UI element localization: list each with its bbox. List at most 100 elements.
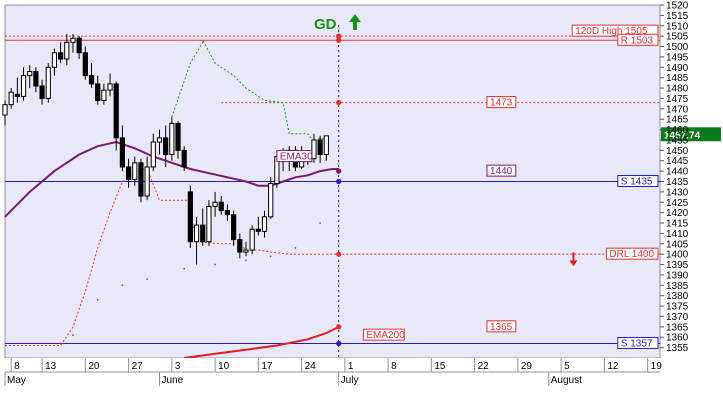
candle-down xyxy=(255,228,261,232)
candle-up xyxy=(8,91,14,106)
candle-down xyxy=(88,75,95,85)
gray-dot xyxy=(183,267,186,270)
y-tick-label: 1475 xyxy=(666,94,689,105)
gray-dot xyxy=(294,247,297,249)
candle-up xyxy=(249,228,255,251)
level-label-text: 1473 xyxy=(490,98,513,109)
y-tick-label: 1405 xyxy=(666,239,689,250)
y-tick-label: 1385 xyxy=(666,281,689,292)
y-tick-label: 1505 xyxy=(666,32,689,43)
signal-text: GD xyxy=(314,16,337,33)
x-tick-label: 8 xyxy=(391,361,397,372)
y-tick-label: 1455 xyxy=(666,135,689,146)
month-label: July xyxy=(341,375,359,386)
y-tick-label: 1460 xyxy=(666,125,689,136)
x-tick-label: 5 xyxy=(564,361,570,372)
candle-up xyxy=(64,41,70,60)
candle-up xyxy=(144,166,150,197)
level-marker-dot xyxy=(336,168,342,174)
red-trail-line xyxy=(5,168,327,346)
candle-up xyxy=(156,137,163,143)
y-tick-label: 1395 xyxy=(666,260,689,271)
candle-up xyxy=(132,162,138,180)
candle-up xyxy=(20,75,27,97)
level-marker-dot xyxy=(336,99,342,106)
candle-down xyxy=(218,201,224,212)
candle-down xyxy=(187,191,193,243)
candle-down xyxy=(175,122,181,151)
x-tick-label: 17 xyxy=(261,361,273,372)
last-price-text: 1457.74 xyxy=(664,130,701,141)
signal-up-arrow-icon xyxy=(349,14,361,30)
level-label-box xyxy=(617,33,659,46)
level-marker-dot xyxy=(336,340,342,347)
candle-up xyxy=(261,216,268,232)
y-tick-label: 1425 xyxy=(666,198,689,209)
candle-up xyxy=(169,122,175,156)
month-label: August xyxy=(551,375,582,386)
ema30-line xyxy=(4,140,339,218)
candle-up xyxy=(150,141,156,168)
y-tick-label: 1490 xyxy=(666,63,689,74)
candle-down xyxy=(14,93,20,97)
candle-up xyxy=(2,104,8,116)
candle-down xyxy=(39,85,45,99)
level-label-text: R 1503 xyxy=(621,35,654,46)
ema200-line xyxy=(184,326,340,359)
y-tick-label: 1360 xyxy=(666,333,689,344)
level-label-box xyxy=(486,320,517,333)
level-label-text: S 1357 xyxy=(621,338,653,349)
y-tick-label: 1390 xyxy=(666,270,689,281)
y-tick-label: 1470 xyxy=(666,104,689,115)
candle-down xyxy=(119,137,126,168)
ema-label-text: EMA200 xyxy=(366,330,405,341)
candle-up xyxy=(193,224,200,243)
level-marker-dot xyxy=(336,33,342,39)
y-tick-label: 1415 xyxy=(666,219,689,230)
level-marker-dot xyxy=(336,37,342,43)
y-tick-label: 1480 xyxy=(666,84,689,95)
ema-lines xyxy=(4,140,340,359)
level-label-text: S 1435 xyxy=(621,177,653,188)
candle-down xyxy=(76,37,82,54)
candle-down xyxy=(237,239,243,253)
y-tick-label: 1430 xyxy=(666,187,689,198)
gray-dot xyxy=(269,255,272,258)
y-tick-label: 1410 xyxy=(666,229,689,240)
gray-dot xyxy=(146,278,149,280)
y-tick-label: 1440 xyxy=(666,167,689,178)
x-axis: 8 13 20 27 3 10 17 24 1 8 15 22 29 5 12 19 May June July Au… xyxy=(4,358,662,388)
candle-up xyxy=(51,52,58,68)
y-tick-label: 1435 xyxy=(666,177,689,188)
level-label-box xyxy=(617,175,659,187)
candle-down xyxy=(113,83,119,139)
x-tick-label: 24 xyxy=(305,361,317,372)
candle-up xyxy=(323,135,329,156)
candle-down xyxy=(181,149,187,168)
red-down-arrow-head xyxy=(569,260,578,267)
candle-up xyxy=(268,183,274,218)
ema-label-box xyxy=(276,150,313,163)
y-tick-label: 1515 xyxy=(666,11,689,22)
gray-dot xyxy=(245,259,247,262)
y-tick-label: 1510 xyxy=(666,21,689,32)
candle-up xyxy=(101,89,107,102)
y-tick-label: 1450 xyxy=(666,146,689,157)
level-lines xyxy=(5,35,660,344)
candle-down xyxy=(224,210,231,216)
level-label-box xyxy=(486,96,517,109)
level-label-box xyxy=(617,336,659,349)
x-tick-label: 27 xyxy=(132,361,144,372)
y-tick-label: 1485 xyxy=(666,73,689,84)
level-label-text: DRL 1400 xyxy=(609,249,654,260)
candle-up xyxy=(27,70,33,77)
gray-dot xyxy=(121,284,124,287)
y-tick-label: 1375 xyxy=(666,302,689,313)
y-tick-label: 1465 xyxy=(666,115,689,126)
candle-up xyxy=(70,37,76,43)
y-tick-label: 1355 xyxy=(666,343,689,354)
y-tick-label: 1500 xyxy=(666,42,689,53)
x-tick-label: 20 xyxy=(88,361,100,372)
candle-up xyxy=(107,83,113,91)
